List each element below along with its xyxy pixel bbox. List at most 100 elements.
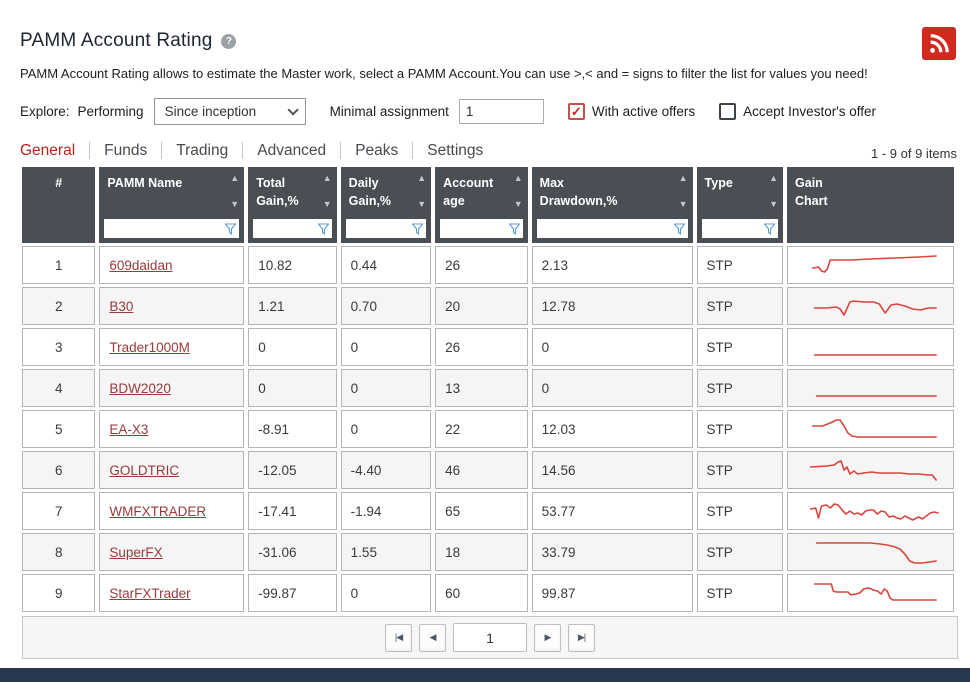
account-age-cell: 26 <box>435 328 528 366</box>
pamm-name-link[interactable]: GOLDTRIC <box>109 462 180 478</box>
type-cell: STP <box>696 246 784 284</box>
filter-box <box>253 219 332 238</box>
funnel-filter-icon[interactable] <box>225 222 237 235</box>
page-number-input[interactable] <box>453 623 527 652</box>
tab-strip: General Funds Trading Advanced Peaks Set… <box>20 140 957 162</box>
tab-settings[interactable]: Settings <box>427 142 484 159</box>
filter-box <box>701 219 779 238</box>
sort-desc-icon[interactable]: ▼ <box>769 199 779 209</box>
account-age-cell: 13 <box>435 369 528 407</box>
column-header-daily-gain[interactable]: Daily Gain,% ▲ ▼ <box>340 167 432 243</box>
pamm-name-link[interactable]: EA-X3 <box>109 421 149 437</box>
sort-arrows: ▲ ▼ <box>230 174 239 209</box>
title-row: PAMM Account Rating ? <box>20 30 957 52</box>
daily-gain-cell: 0 <box>340 574 432 612</box>
sort-asc-icon[interactable]: ▲ <box>417 173 427 183</box>
max-drawdown-cell: 0 <box>531 369 693 407</box>
with-active-offers-label: With active offers <box>591 104 696 119</box>
table-row: 5 EA-X3 -8.91 0 22 12.03 STP <box>22 410 954 448</box>
total-gain-filter-input[interactable] <box>253 221 318 236</box>
pamm-name-link[interactable]: Trader1000M <box>109 339 190 355</box>
funnel-filter-icon[interactable] <box>412 222 424 235</box>
account-age-cell: 22 <box>435 410 528 448</box>
minimal-assignment-label: Minimal assignment <box>329 104 449 119</box>
tab-peaks[interactable]: Peaks <box>355 142 399 159</box>
column-header-account-age[interactable]: Account age ▲ ▼ <box>435 167 528 243</box>
tab-general[interactable]: General <box>20 142 76 159</box>
funnel-filter-icon[interactable] <box>764 222 776 235</box>
sort-asc-icon[interactable]: ▲ <box>513 173 523 183</box>
total-gain-cell: -31.06 <box>248 533 337 571</box>
table-row: 1 609daidan 10.82 0.44 26 2.13 STP <box>22 246 954 284</box>
account-age-cell: 60 <box>435 574 528 612</box>
filter-box <box>104 219 240 238</box>
account-age-cell: 65 <box>435 492 528 530</box>
pamm-name-link[interactable]: B30 <box>109 298 134 314</box>
gain-sparkline <box>811 255 937 273</box>
row-number: 9 <box>22 574 96 612</box>
account-age-cell: 20 <box>435 287 528 325</box>
type-cell: STP <box>696 287 784 325</box>
total-gain-cell: 1.21 <box>248 287 337 325</box>
column-header-pamm-name[interactable]: PAMM Name ▲ ▼ <box>99 167 245 243</box>
daily-gain-filter-input[interactable] <box>345 221 413 236</box>
sort-asc-icon[interactable]: ▲ <box>230 173 240 183</box>
last-page-button[interactable]: ▶| <box>568 623 595 652</box>
max-drawdown-filter-input[interactable] <box>536 221 674 236</box>
pamm-name-link[interactable]: StarFXTrader <box>109 585 191 601</box>
pamm-name-link[interactable]: 609daidan <box>109 257 173 273</box>
pamm-name-filter-input[interactable] <box>104 221 226 236</box>
type-cell: STP <box>696 369 784 407</box>
next-page-button[interactable]: ▶ <box>534 623 561 652</box>
tab-divider <box>340 142 342 159</box>
filter-box <box>536 219 688 238</box>
items-count: 1 - 9 of 9 items <box>871 146 957 161</box>
funnel-filter-icon[interactable] <box>673 222 685 235</box>
funnel-filter-icon[interactable] <box>317 222 329 235</box>
tab-advanced[interactable]: Advanced <box>257 142 327 159</box>
first-page-button[interactable]: |◀ <box>385 623 412 652</box>
sort-desc-icon[interactable]: ▼ <box>230 199 240 209</box>
account-age-cell: 26 <box>435 246 528 284</box>
pamm-name-link[interactable]: WMFXTRADER <box>109 503 207 519</box>
account-age-filter-input[interactable] <box>440 221 509 236</box>
gain-chart-cell <box>787 328 954 366</box>
previous-page-button[interactable]: ◀ <box>419 623 446 652</box>
tab-funds[interactable]: Funds <box>104 142 148 159</box>
funnel-filter-icon[interactable] <box>508 222 520 235</box>
help-icon[interactable]: ? <box>221 33 237 49</box>
rss-button[interactable] <box>922 27 956 60</box>
minimal-assignment-input[interactable] <box>458 99 544 124</box>
pamm-name-link[interactable]: SuperFX <box>109 544 163 560</box>
rss-icon <box>930 33 949 53</box>
total-gain-cell: 10.82 <box>248 246 337 284</box>
type-filter-input[interactable] <box>701 221 765 236</box>
sort-asc-icon[interactable]: ▲ <box>769 173 779 183</box>
row-number: 4 <box>22 369 96 407</box>
sort-desc-icon[interactable]: ▼ <box>678 199 688 209</box>
column-header-type[interactable]: Type ▲ ▼ <box>696 167 784 243</box>
sort-asc-icon[interactable]: ▲ <box>322 173 332 183</box>
total-gain-cell: 0 <box>248 328 337 366</box>
max-drawdown-cell: 12.78 <box>531 287 693 325</box>
daily-gain-cell: 0.70 <box>340 287 432 325</box>
sort-desc-icon[interactable]: ▼ <box>417 199 427 209</box>
accept-investors-offer-checkbox[interactable] <box>719 103 737 120</box>
column-header-total-gain[interactable]: Total Gain,% ▲ ▼ <box>248 167 337 243</box>
pamm-name-link[interactable]: BDW2020 <box>109 380 171 396</box>
sort-desc-icon[interactable]: ▼ <box>322 199 332 209</box>
total-gain-cell: -12.05 <box>248 451 337 489</box>
gain-chart-cell <box>787 533 954 571</box>
sort-desc-icon[interactable]: ▼ <box>513 199 523 209</box>
row-number: 7 <box>22 492 96 530</box>
max-drawdown-cell: 53.77 <box>531 492 693 530</box>
period-select[interactable]: Since inception <box>153 98 306 125</box>
total-gain-cell: 0 <box>248 369 337 407</box>
tab-trading[interactable]: Trading <box>176 142 229 159</box>
total-gain-cell: -17.41 <box>248 492 337 530</box>
sort-asc-icon[interactable]: ▲ <box>678 173 688 183</box>
sort-arrows: ▲ ▼ <box>514 174 523 209</box>
column-header-max-drawdown[interactable]: Max Drawdown,% ▲ ▼ <box>531 167 693 243</box>
with-active-offers-checkbox[interactable] <box>567 103 585 120</box>
explore-label: Explore: <box>20 104 70 119</box>
